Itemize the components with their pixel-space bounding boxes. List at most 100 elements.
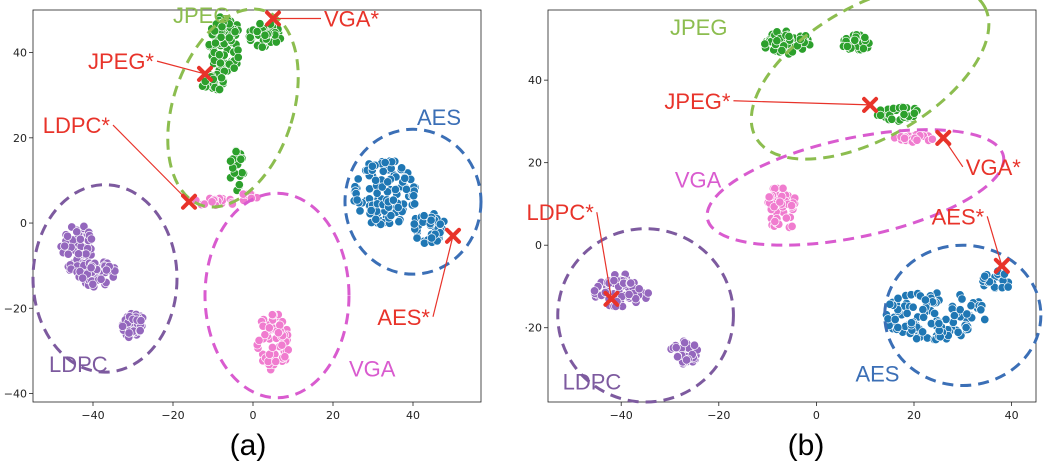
vga-star-marker	[935, 129, 952, 146]
jpeg-star-marker	[862, 96, 879, 113]
vga-ellipse	[203, 191, 351, 400]
aes-point	[1003, 282, 1013, 292]
ldpc-point	[75, 234, 85, 244]
jpeg-point	[230, 27, 240, 37]
aes-point	[409, 191, 419, 201]
vga-point	[764, 192, 774, 202]
aes-point	[426, 215, 436, 225]
vga-point	[267, 342, 278, 353]
vga-point	[787, 201, 797, 211]
x-tick-label: 0	[250, 409, 257, 422]
jpeg-point	[229, 63, 239, 73]
jpeg-point	[858, 43, 869, 54]
jpeg-group-label: JPEG	[670, 15, 727, 40]
ldpc-point	[86, 263, 96, 273]
jpeg-point	[842, 41, 852, 51]
aes-point	[397, 163, 407, 173]
x-tick-label: −20	[161, 409, 184, 422]
vga-group-label: VGA	[349, 356, 396, 381]
jpeg-point	[217, 22, 227, 32]
ldpc-point	[136, 316, 146, 326]
vga-point	[927, 134, 937, 144]
aes-point	[926, 319, 936, 329]
aes-point	[435, 219, 445, 229]
aes-point	[949, 311, 959, 321]
ldpc-star-label: LDPC*	[527, 200, 595, 225]
vga-point	[267, 310, 277, 320]
x-tick-label: −20	[707, 409, 730, 422]
jpeg-point	[777, 45, 787, 56]
aes-point	[934, 319, 944, 329]
aes-star-arrow	[432, 235, 454, 317]
aes-point	[953, 327, 963, 337]
aes-point	[902, 308, 912, 318]
ldpc-point	[624, 289, 634, 300]
ldpc-point	[689, 340, 700, 350]
jpeg-point	[887, 114, 897, 124]
x-tick-label: −40	[81, 409, 104, 422]
aes-point	[908, 302, 918, 312]
aes-star-arrow	[986, 216, 1003, 267]
aes-point	[966, 301, 976, 311]
jpeg-star-label: JPEG*	[88, 49, 154, 74]
aes-point	[955, 305, 965, 315]
jpeg-ellipse	[749, 0, 991, 161]
aes-point	[401, 184, 411, 194]
jpeg-point	[215, 84, 225, 95]
ldpc-group-label: LDPC	[49, 352, 108, 377]
ldpc-point	[60, 241, 70, 251]
jpeg-star-arrow	[156, 60, 206, 75]
ldpc-point	[88, 279, 98, 289]
ldpc-point	[72, 227, 82, 237]
aes-point	[918, 304, 928, 315]
aes-point	[893, 322, 903, 333]
vga-point	[781, 213, 791, 223]
aes-point	[957, 294, 967, 304]
panel-a: −40 −20 0 20 40 −40 −20 0 20 40 JPEG AES LDPC VGA VGA*…	[4, 3, 483, 422]
aes-point	[371, 175, 381, 185]
vga-point	[280, 352, 290, 362]
jpeg-group-label: JPEG	[173, 3, 230, 28]
ldpc-point	[63, 249, 73, 259]
x-tick-label: −40	[610, 409, 633, 422]
ldpc-point	[135, 326, 145, 336]
aes-point	[377, 182, 387, 192]
aes-group-label: AES	[855, 361, 899, 386]
jpeg-point	[252, 27, 262, 37]
ldpc-point	[634, 284, 644, 294]
ldpc-point	[79, 221, 89, 231]
jpeg-point	[224, 33, 234, 43]
aes-point	[427, 233, 437, 243]
jpeg-point	[860, 32, 870, 43]
ldpc-point	[101, 265, 112, 275]
ldpc-point	[124, 328, 134, 338]
jpeg-point	[255, 19, 265, 29]
ldpc-ellipse	[556, 227, 735, 404]
aes-group-label: AES	[417, 105, 461, 130]
aes-point	[409, 219, 419, 229]
aes-point	[412, 233, 422, 243]
aes-point	[980, 271, 990, 281]
aes-star-marker	[445, 227, 461, 244]
aes-ellipse	[883, 243, 1043, 387]
aes-point	[919, 312, 929, 322]
aes-point	[890, 314, 900, 325]
aes-point	[371, 214, 381, 224]
ldpc-point	[86, 234, 96, 244]
aes-point	[980, 314, 990, 325]
jpeg-point	[772, 36, 782, 46]
aes-point	[961, 323, 971, 333]
y-tick-label: 20	[528, 157, 542, 170]
panel-b: −40 −20 0 20 40 ·20 0 20 40 JPEG VGA LDPC AES JPEG* VG…	[525, 0, 1043, 422]
aes-star-label: AES*	[932, 204, 985, 229]
ldpc-point	[671, 343, 681, 353]
jpeg-point	[875, 110, 886, 120]
jpeg-point	[214, 50, 224, 60]
aes-star-marker	[993, 257, 1010, 274]
ldpc-star-arrow	[596, 212, 613, 299]
vga-point	[264, 323, 274, 333]
y-tick-label: −40	[4, 387, 27, 400]
vga-point	[775, 197, 785, 207]
ldpc-point	[118, 321, 128, 331]
aes-point	[383, 177, 393, 187]
